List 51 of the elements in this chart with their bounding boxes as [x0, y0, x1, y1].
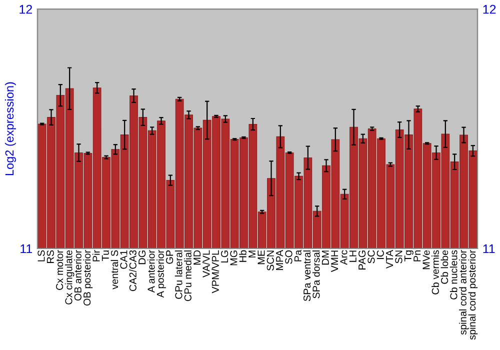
x-tick-label: Pa	[294, 250, 302, 262]
x-tick-label: ME	[258, 250, 265, 264]
x-tick-label: Cb nucleus	[450, 250, 458, 300]
x-tick-label: LS	[38, 250, 45, 262]
x-tick-label: CA1	[120, 250, 128, 269]
y2-tick-label: 11	[483, 244, 495, 254]
x-tick-label: OB posterior	[83, 250, 93, 306]
x-tick-label: SPa dorsal	[312, 250, 320, 298]
x-tick-label: RS	[46, 250, 54, 263]
x-tick-label: Pn	[414, 250, 421, 262]
x-tick-label: spinal cord posterior	[468, 250, 478, 340]
x-tick-label: Pir	[92, 250, 100, 262]
x-tick-label: Cx motor	[56, 250, 64, 290]
x-tick-label: MPA	[276, 250, 284, 270]
x-tick-label: MD	[194, 250, 201, 265]
x-tick-label: CPu medial	[184, 250, 192, 302]
x-tick-label: M	[248, 250, 256, 258]
x-tick-label: MG	[230, 250, 238, 266]
x-tick-label: SC	[368, 250, 375, 264]
x-tick-label: DM	[322, 250, 329, 265]
x-tick-label: VTA	[386, 250, 394, 269]
x-tick-label: DG	[138, 250, 146, 264]
x-tick-label: IC	[376, 250, 384, 259]
x-tick-label: Tu	[102, 250, 109, 261]
x-tick-label: SCN	[266, 250, 274, 271]
x-tick-label: Cb vermis	[432, 250, 439, 294]
x-tick-label: MVe	[422, 250, 430, 270]
x-tick-label: ventral S	[110, 250, 118, 290]
y-axis-title: Log2 (expression)	[4, 82, 16, 176]
x-tick-label: Tg	[404, 250, 414, 262]
x-tick-label: OB anterior	[74, 250, 82, 301]
x-tick-label: VPM/VPL	[212, 250, 219, 294]
x-tick-label: GP	[166, 250, 174, 264]
x-tick-label: A posterior	[156, 250, 166, 298]
x-tick-label: SPa ventral	[303, 250, 311, 302]
x-tick-label: SN	[395, 250, 402, 264]
x-tick-label: VMH	[331, 250, 338, 272]
y2-tick-label: 12	[483, 4, 496, 14]
x-tick-label: spinal cord anterior	[459, 250, 468, 335]
x-tick-label: Cb lobe	[440, 250, 448, 284]
x-tick-label: CPu lateral	[174, 250, 182, 299]
x-tick-label: Arc	[340, 250, 348, 265]
x-tick-label: Hb	[239, 250, 246, 262]
x-tick-label: SO	[285, 250, 292, 264]
x-tick-label: LG	[221, 250, 228, 262]
x-tick-label: CA2/CA3	[129, 250, 136, 292]
x-tick-label: PAG	[358, 250, 366, 270]
x-tick-label: A anterior	[147, 250, 155, 293]
x-tick-label: Cx cingulate	[64, 250, 74, 304]
x-tick-label: LH	[349, 250, 356, 262]
x-tick-label: VA/VL	[202, 250, 210, 278]
